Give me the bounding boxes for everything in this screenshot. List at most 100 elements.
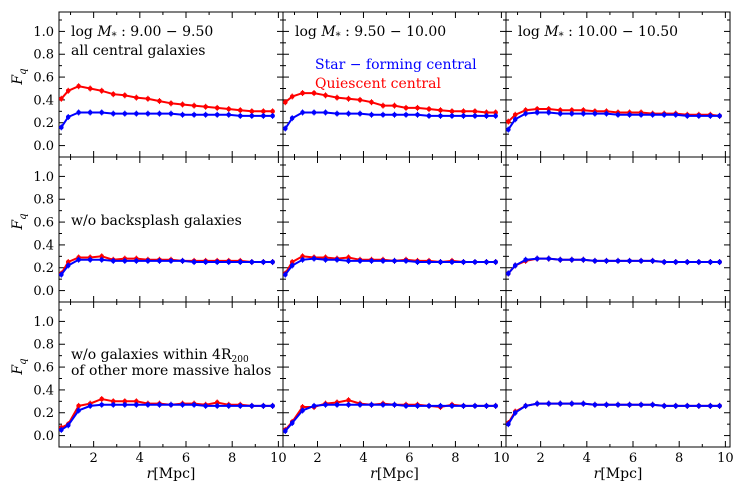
data-point-star-forming — [282, 126, 288, 131]
data-point-star-forming — [203, 403, 208, 409]
data-point-star-forming — [334, 111, 340, 116]
data-point-quiescent — [289, 259, 295, 265]
data-point-star-forming — [357, 258, 363, 264]
data-point-star-forming — [557, 111, 563, 116]
data-point-star-forming — [684, 113, 690, 119]
data-point-star-forming — [415, 403, 420, 409]
data-point-star-forming — [438, 259, 443, 265]
mass-bin-log: log — [71, 24, 97, 40]
x-tick-label: 2 — [313, 451, 321, 466]
data-point-star-forming — [592, 111, 598, 116]
data-point-star-forming — [59, 427, 64, 433]
data-point-quiescent — [581, 107, 586, 113]
data-point-quiescent — [87, 86, 93, 91]
data-point-quiescent — [76, 83, 81, 89]
data-point-star-forming — [493, 113, 498, 119]
data-point-star-forming — [191, 259, 197, 265]
data-point-star-forming — [99, 257, 105, 263]
data-point-star-forming — [627, 112, 632, 118]
data-point-quiescent — [76, 403, 81, 409]
y-axis-label: Fq — [10, 68, 29, 85]
data-point-quiescent — [426, 106, 432, 112]
data-point-star-forming — [311, 403, 317, 409]
data-point-quiescent — [472, 109, 478, 114]
data-point-star-forming — [696, 403, 702, 409]
data-point-star-forming — [615, 258, 621, 264]
data-point-quiescent — [110, 91, 116, 97]
data-point-star-forming — [661, 403, 667, 409]
x-tick-label: 4 — [583, 451, 591, 466]
data-point-star-forming — [604, 402, 609, 408]
x-tick-label: 2 — [89, 451, 97, 466]
data-point-quiescent — [311, 90, 317, 96]
data-point-star-forming — [134, 402, 139, 408]
data-point-star-forming — [369, 258, 374, 264]
data-point-star-forming — [615, 402, 621, 408]
data-point-quiescent — [512, 112, 518, 118]
data-point-quiescent — [546, 106, 552, 112]
y-tick-label: 0.6 — [33, 216, 54, 231]
data-point-quiescent — [380, 103, 386, 108]
data-point-star-forming — [261, 113, 266, 119]
data-point-star-forming — [512, 410, 518, 416]
panel-frame — [505, 301, 731, 448]
data-point-star-forming — [346, 111, 351, 116]
data-point-star-forming — [708, 113, 713, 119]
data-point-quiescent — [300, 254, 305, 259]
data-point-quiescent — [346, 96, 351, 102]
mass-bin-subscript: * — [559, 31, 564, 42]
data-point-star-forming — [323, 257, 328, 263]
series-line-star-forming — [284, 403, 496, 432]
data-point-star-forming — [226, 403, 232, 409]
x-tick-label: 10 — [493, 451, 510, 466]
data-point-star-forming — [557, 401, 563, 406]
data-point-star-forming — [546, 256, 552, 261]
data-point-star-forming — [76, 110, 81, 115]
data-point-star-forming — [615, 112, 621, 118]
sample-label: of other more massive halos — [71, 363, 271, 379]
data-point-star-forming — [214, 259, 220, 265]
data-point-star-forming — [180, 258, 185, 264]
data-point-quiescent — [203, 104, 208, 110]
y-axis-label-subscript: q — [18, 213, 29, 219]
data-point-quiescent — [369, 99, 374, 105]
data-point-star-forming — [191, 112, 197, 118]
data-point-star-forming — [449, 403, 455, 409]
x-tick-label: 8 — [675, 451, 683, 466]
data-point-star-forming — [461, 403, 466, 409]
data-point-star-forming — [65, 263, 71, 268]
data-point-star-forming — [717, 113, 722, 119]
data-point-star-forming — [346, 258, 351, 264]
data-point-star-forming — [261, 259, 266, 265]
data-point-quiescent — [323, 93, 328, 98]
x-axis-label-unit: [Mpc] — [600, 466, 642, 482]
y-tick-label: 0.4 — [33, 93, 54, 108]
data-point-star-forming — [87, 257, 93, 263]
data-point-star-forming — [261, 403, 266, 409]
data-point-star-forming — [506, 271, 511, 276]
x-axis-label-unit: [Mpc] — [377, 466, 419, 482]
data-point-star-forming — [392, 402, 397, 408]
y-tick-label: 0.8 — [33, 338, 54, 353]
data-point-star-forming — [534, 401, 540, 406]
y-axis-label: Fq — [10, 213, 29, 230]
data-point-star-forming — [438, 403, 443, 409]
x-axis-label: r[Mpc] — [370, 466, 419, 482]
data-point-star-forming — [523, 111, 528, 116]
x-axis-label-var: r — [147, 466, 155, 482]
data-point-quiescent — [392, 103, 397, 108]
data-point-star-forming — [569, 401, 575, 406]
data-point-quiescent — [226, 106, 232, 112]
data-point-star-forming — [638, 402, 644, 408]
data-point-star-forming — [270, 259, 275, 265]
y-tick-label: 1.0 — [33, 170, 54, 185]
data-point-star-forming — [145, 258, 151, 264]
data-point-star-forming — [512, 263, 518, 268]
data-point-quiescent — [403, 105, 409, 111]
data-point-star-forming — [214, 403, 220, 409]
x-tick-label: 6 — [629, 451, 637, 466]
data-point-quiescent — [534, 106, 540, 112]
data-point-star-forming — [300, 257, 305, 263]
data-point-star-forming — [449, 113, 455, 119]
data-point-star-forming — [157, 111, 162, 116]
